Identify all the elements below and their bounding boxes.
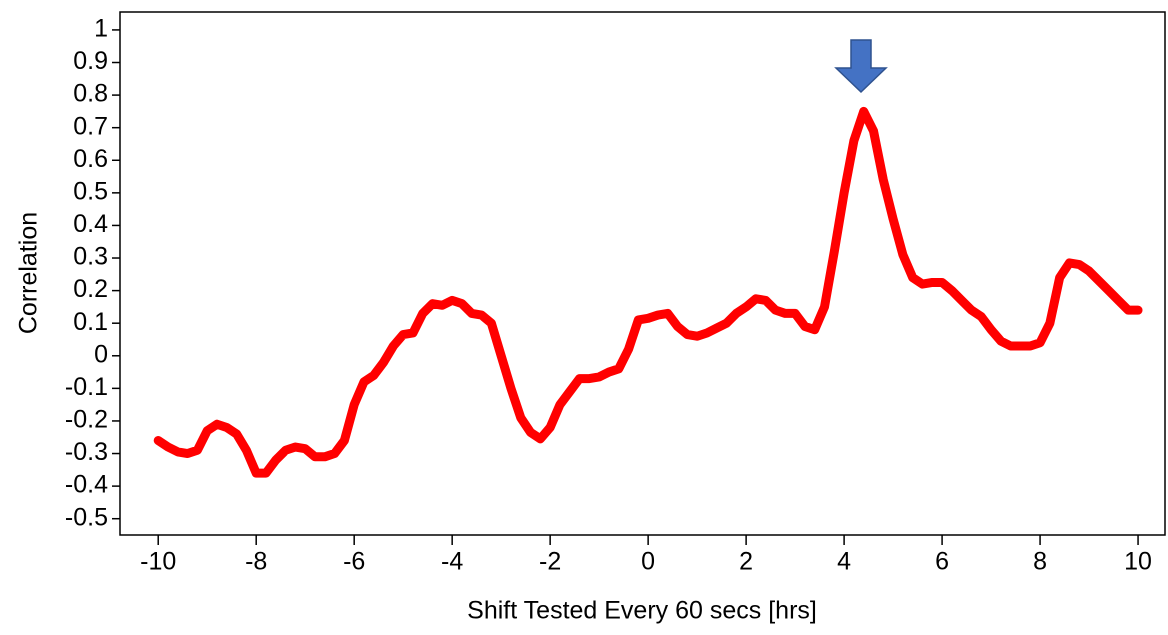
y-tick-label: 0.1: [73, 308, 108, 336]
y-tick-label: 0.6: [73, 145, 108, 173]
peak-arrow: [834, 39, 888, 94]
x-axis-label: Shift Tested Every 60 secs [hrs]: [467, 597, 817, 625]
x-tick-label: 10: [1124, 548, 1152, 576]
y-tick-label: 0.4: [73, 210, 108, 238]
plot-frame: [119, 11, 1166, 536]
y-tick-label: 0.9: [73, 47, 108, 75]
y-tick-label: 0.5: [73, 177, 108, 205]
y-tick-label: -0.1: [65, 373, 108, 401]
x-tick-label: 6: [935, 548, 949, 576]
y-tick-label: 0.8: [73, 80, 108, 108]
y-tick-label: -0.4: [65, 471, 108, 499]
x-tick-label: -2: [539, 548, 561, 576]
x-tick-label: 4: [837, 548, 851, 576]
x-tick-label: -4: [441, 548, 463, 576]
y-tick-label: 0: [94, 340, 108, 368]
y-tick-label: 0.3: [73, 243, 108, 271]
y-tick-label: 0.7: [73, 112, 108, 140]
x-tick-label: -6: [343, 548, 365, 576]
x-tick-label: -8: [245, 548, 267, 576]
y-tick-label: -0.2: [65, 406, 108, 434]
y-tick-label: 1: [94, 15, 108, 43]
y-axis-label: Correlation: [15, 212, 43, 334]
arrow: [834, 39, 888, 94]
y-tick-label: 0.2: [73, 275, 108, 303]
x-tick-label: 0: [641, 548, 655, 576]
y-tick-label: -0.3: [65, 438, 108, 466]
x-tick-label: 8: [1033, 548, 1047, 576]
x-tick-label: 2: [739, 548, 753, 576]
y-tick-label: -0.5: [65, 503, 108, 531]
x-tick-label: -10: [140, 548, 176, 576]
data-line: [153, 106, 1143, 478]
